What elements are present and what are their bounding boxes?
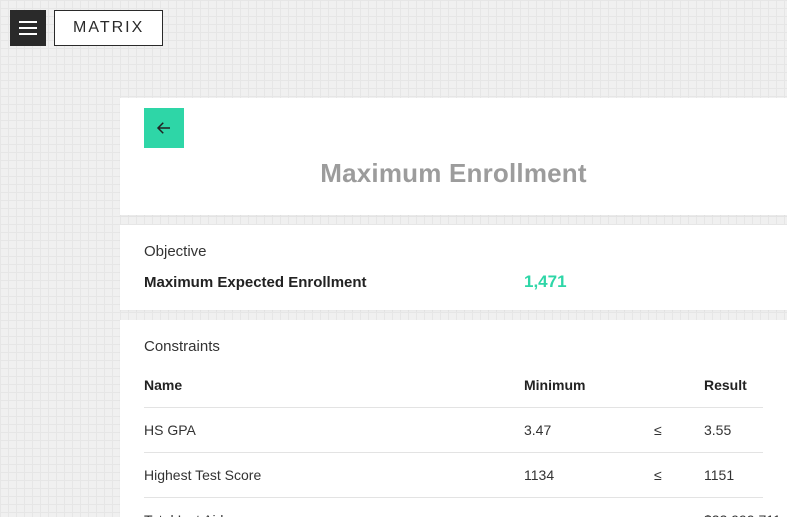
back-button[interactable]	[144, 108, 184, 148]
cell-op: ≤	[654, 408, 704, 453]
objective-section: Objective Maximum Expected Enrollment 1,…	[120, 225, 787, 310]
cell-minimum: 1134	[524, 453, 654, 498]
objective-value: 1,471	[524, 272, 567, 292]
cell-result: $23,999,711	[704, 498, 763, 517]
col-result: Result	[704, 367, 763, 408]
brand-logo[interactable]: MATRIX	[54, 10, 163, 46]
table-row: Total Inst Aid $23,999,711	[144, 498, 763, 517]
arrow-left-icon	[155, 119, 173, 137]
cell-op: ≤	[654, 453, 704, 498]
hamburger-icon	[19, 21, 37, 35]
header-section: Maximum Enrollment	[120, 98, 787, 215]
objective-label: Objective	[144, 243, 763, 260]
table-row: HS GPA 3.47 ≤ 3.55	[144, 408, 763, 453]
menu-button[interactable]	[10, 10, 46, 46]
cell-name: Highest Test Score	[144, 453, 524, 498]
cell-op	[654, 498, 704, 517]
col-minimum: Minimum	[524, 367, 654, 408]
constraints-table: Name Minimum Result HS GPA 3.47 ≤ 3.55 H…	[144, 367, 763, 517]
constraints-section: Constraints Name Minimum Result HS GPA 3…	[120, 320, 787, 517]
cell-name: Total Inst Aid	[144, 498, 524, 517]
table-row: Highest Test Score 1134 ≤ 1151	[144, 453, 763, 498]
cell-minimum: 3.47	[524, 408, 654, 453]
main-card: Maximum Enrollment Objective Maximum Exp…	[120, 98, 787, 517]
page-title: Maximum Enrollment	[144, 158, 763, 189]
col-op	[654, 367, 704, 408]
cell-result: 3.55	[704, 408, 763, 453]
objective-name: Maximum Expected Enrollment	[144, 274, 524, 291]
cell-result: 1151	[704, 453, 763, 498]
top-bar: MATRIX	[10, 10, 163, 46]
cell-name: HS GPA	[144, 408, 524, 453]
col-name: Name	[144, 367, 524, 408]
constraints-label: Constraints	[144, 338, 763, 355]
cell-minimum	[524, 498, 654, 517]
